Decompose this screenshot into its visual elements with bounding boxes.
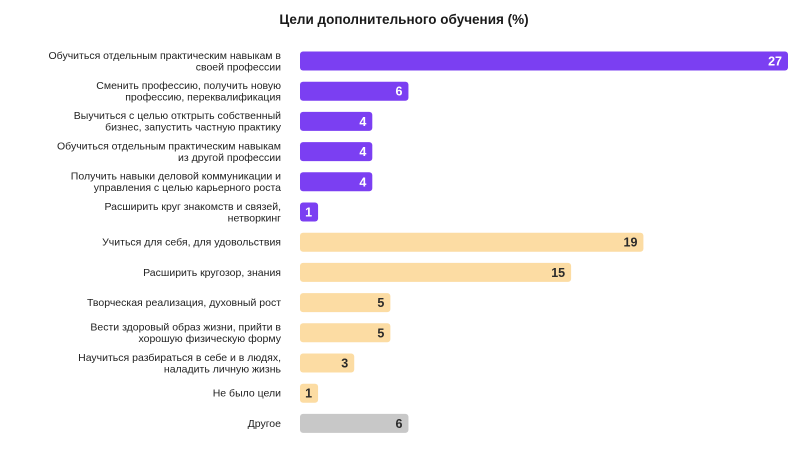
value-label: 5 [377, 326, 384, 340]
category-label-line: нетворкинг [228, 212, 281, 224]
value-label: 5 [377, 296, 384, 310]
value-label: 4 [359, 145, 366, 159]
category-label-line: Обучиться отдельным практическим навыкам… [49, 50, 282, 62]
chart-title: Цели дополнительного обучения (%) [279, 12, 528, 27]
category-label-line: Учиться для себя, для удовольствия [102, 237, 281, 249]
category-label-line: Получить навыки деловой коммуникации и [71, 171, 281, 183]
category-label-line: Вести здоровый образ жизни, прийти в [90, 322, 281, 334]
category-label: Обучиться отдельным практическим навыкам… [49, 50, 282, 74]
category-label-line: хорошую физическую форму [138, 333, 281, 345]
bar-row: Расширить кругозор, знания 15 [143, 262, 572, 282]
category-label: Расширить круг знакомств и связей, нетвор… [104, 201, 281, 225]
category-label: Другое [248, 418, 282, 430]
bar [300, 232, 644, 252]
category-label-line: Выучиться с целью отктрыть собственный [74, 110, 281, 122]
category-label: Обучиться отдельным практическим навыкам… [57, 140, 281, 164]
category-label: Творческая реализация, духовный рост [87, 297, 281, 309]
category-label-line: своей профессии [196, 61, 281, 73]
bars-group: Обучиться отдельным практическим навыкам… [49, 50, 788, 433]
bar-row: Расширить круг знакомств и связей, нетвор… [104, 201, 319, 225]
bar-row: Выучиться с целью отктрыть собственный би… [74, 110, 373, 134]
category-label: Выучиться с целью отктрыть собственный би… [74, 110, 282, 133]
bar [300, 142, 373, 162]
category-label-line: бизнес, запустить частную практику [105, 122, 282, 134]
value-label: 19 [624, 236, 638, 250]
category-label-line: Другое [248, 418, 282, 430]
bar-row: Научиться разбираться в себе и в людях, н… [78, 352, 355, 376]
bar [300, 172, 373, 192]
bar [300, 51, 788, 71]
value-label: 6 [395, 417, 402, 431]
bar-row: Сменить профессию, получить новую професс… [96, 80, 409, 104]
category-label: Сменить профессию, получить новую професс… [96, 80, 281, 104]
bar [300, 323, 391, 343]
value-label: 4 [359, 115, 366, 129]
bar [300, 413, 409, 433]
bar-row: Другое 6 [248, 413, 409, 433]
bar [300, 202, 319, 222]
category-label-line: Сменить профессию, получить новую [96, 80, 281, 92]
value-label: 1 [305, 387, 312, 401]
category-label-line: профессию, переквалификация [125, 91, 281, 103]
category-label-line: Расширить кругозор, знания [143, 267, 281, 279]
category-label-line: Не было цели [213, 388, 281, 400]
bar [300, 383, 319, 403]
bar-row: Получить навыки деловой коммуникации и уп… [71, 171, 373, 195]
value-label: 4 [359, 175, 366, 189]
category-label: Получить навыки деловой коммуникации и уп… [71, 171, 281, 195]
value-label: 27 [768, 55, 782, 69]
category-label-line: из другой профессии [178, 152, 281, 164]
bar-row: Вести здоровый образ жизни, прийти в хоро… [90, 322, 391, 346]
category-label: Научиться разбираться в себе и в людях, н… [78, 352, 281, 376]
category-label-line: управления с целью карьерного роста [94, 182, 281, 194]
value-label: 6 [395, 85, 402, 99]
bar-row: Обучиться отдельным практическим навыкам… [49, 50, 788, 74]
bar-row: Творческая реализация, духовный рост 5 [87, 293, 391, 313]
bar [300, 353, 355, 373]
value-label: 3 [341, 357, 348, 371]
category-label-line: Обучиться отдельным практическим навыкам [57, 140, 281, 152]
value-label: 1 [305, 206, 312, 220]
bar-row: Учиться для себя, для удовольствия 19 [102, 232, 644, 252]
bar [300, 81, 409, 101]
category-label: Вести здоровый образ жизни, прийти в хоро… [90, 322, 281, 346]
category-label-line: наладить личную жизнь [164, 363, 282, 375]
category-label-line: Расширить круг знакомств и связей, [104, 201, 281, 213]
bar [300, 293, 391, 313]
category-label: Расширить кругозор, знания [143, 267, 281, 279]
bar-row: Не было цели 1 [213, 383, 319, 403]
category-label: Учиться для себя, для удовольствия [102, 237, 281, 249]
bar-row: Обучиться отдельным практическим навыкам… [57, 140, 373, 164]
value-label: 15 [551, 266, 565, 280]
bar [300, 262, 572, 282]
category-label-line: Научиться разбираться в себе и в людях, [78, 352, 281, 364]
category-label-line: Творческая реализация, духовный рост [87, 297, 281, 309]
bar [300, 111, 373, 131]
category-label: Не было цели [213, 388, 281, 400]
